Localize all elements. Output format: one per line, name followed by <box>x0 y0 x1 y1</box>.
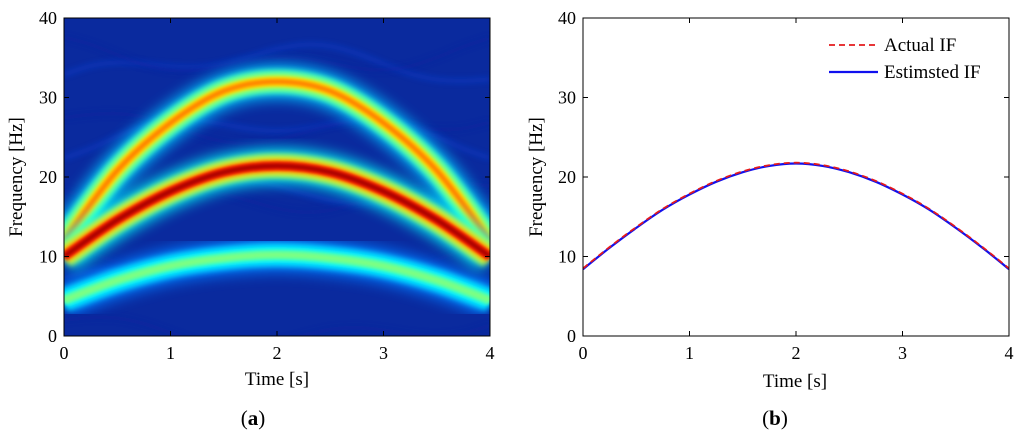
heatmap-ridge <box>64 79 490 243</box>
legend: Actual IF Estimsted IF <box>829 35 981 83</box>
b-xtick-label: 0 <box>579 343 588 363</box>
a-ytick-label: 40 <box>39 8 57 28</box>
a-ytick-label: 0 <box>48 326 57 346</box>
a-xtick-label: 4 <box>486 343 495 363</box>
a-ytick-label: 20 <box>39 167 57 187</box>
xlabel-a: Time [s] <box>245 369 309 390</box>
b-xtick-label: 4 <box>1005 343 1014 363</box>
b-ytick-label: 30 <box>558 88 576 108</box>
ylabel-a: Frequency [Hz] <box>6 117 27 237</box>
a-xtick-label: 0 <box>60 343 69 363</box>
b-ytick-label: 0 <box>567 326 576 346</box>
a-ytick-label: 10 <box>39 247 57 267</box>
heatmap-texture-band <box>64 34 490 74</box>
plot-area-b <box>583 18 1009 336</box>
a-xtick-label: 1 <box>166 343 175 363</box>
series-lines <box>583 161 1009 271</box>
b-xtick-label: 1 <box>685 343 694 363</box>
b-ytick-label: 20 <box>558 167 576 187</box>
legend-entry: Actual IF <box>884 35 956 56</box>
heatmap-ridges <box>64 64 490 317</box>
ylabel-b: Frequency [Hz] <box>526 117 547 237</box>
a-xtick-label: 3 <box>379 343 388 363</box>
b-xtick-label: 2 <box>792 343 801 363</box>
panel-label-a: (a) <box>241 406 266 430</box>
series-line-actual-if <box>583 161 1009 270</box>
heatmap-texture-band <box>64 314 490 336</box>
b-ytick-label: 40 <box>558 8 576 28</box>
heatmap-texture-band <box>64 110 490 147</box>
b-xtick-label: 3 <box>898 343 907 363</box>
panel-label-b: (b) <box>762 406 788 430</box>
xlabel-b: Time [s] <box>763 371 827 392</box>
legend-entry: Estimsted IF <box>884 62 981 83</box>
b-ytick-label: 10 <box>558 247 576 267</box>
heatmap-ridge <box>64 252 490 303</box>
heatmap-ridge <box>64 163 490 259</box>
a-ytick-label: 30 <box>39 88 57 108</box>
a-xtick-label: 2 <box>273 343 282 363</box>
